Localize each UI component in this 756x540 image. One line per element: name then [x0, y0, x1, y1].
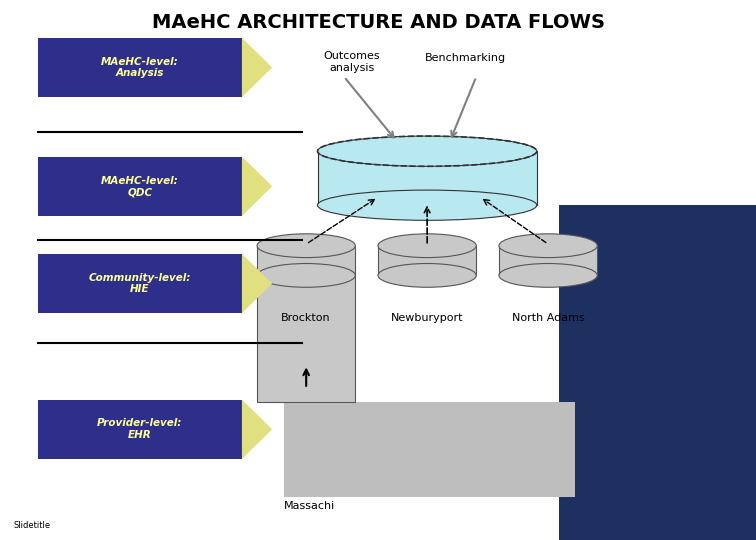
- Bar: [499, 246, 597, 275]
- Text: MAeHC-level:
Analysis: MAeHC-level: Analysis: [101, 57, 178, 78]
- Ellipse shape: [499, 234, 597, 258]
- Text: Outcomes
analysis: Outcomes analysis: [324, 51, 380, 73]
- Bar: [38, 400, 242, 459]
- Bar: [318, 151, 537, 205]
- Bar: [38, 157, 242, 216]
- Bar: [284, 402, 575, 497]
- Text: Benchmarking: Benchmarking: [424, 53, 506, 63]
- Ellipse shape: [378, 264, 476, 287]
- Text: MAeHC ARCHITECTURE AND DATA FLOWS: MAeHC ARCHITECTURE AND DATA FLOWS: [151, 14, 605, 32]
- Bar: [378, 246, 476, 275]
- Text: Community-level:
HIE: Community-level: HIE: [88, 273, 191, 294]
- Ellipse shape: [318, 190, 537, 220]
- Polygon shape: [242, 38, 272, 97]
- Text: Provider-level:
EHR: Provider-level: EHR: [98, 418, 182, 440]
- Ellipse shape: [499, 264, 597, 287]
- Text: MAeHC-level:
QDC: MAeHC-level: QDC: [101, 176, 178, 197]
- Bar: [38, 254, 242, 313]
- Polygon shape: [242, 400, 272, 459]
- Ellipse shape: [257, 234, 355, 258]
- Text: Massachi: Massachi: [284, 501, 335, 511]
- Text: Newburyport: Newburyport: [391, 313, 463, 323]
- Bar: [257, 246, 355, 275]
- Text: Brockton: Brockton: [281, 313, 331, 323]
- Polygon shape: [242, 254, 272, 313]
- Bar: [257, 275, 355, 402]
- Polygon shape: [242, 157, 272, 216]
- Ellipse shape: [378, 234, 476, 258]
- Text: Slidetitle: Slidetitle: [14, 521, 51, 530]
- Text: North Adams: North Adams: [512, 313, 584, 323]
- Ellipse shape: [257, 264, 355, 287]
- Ellipse shape: [318, 136, 537, 166]
- Bar: [559, 205, 756, 540]
- Bar: [38, 38, 242, 97]
